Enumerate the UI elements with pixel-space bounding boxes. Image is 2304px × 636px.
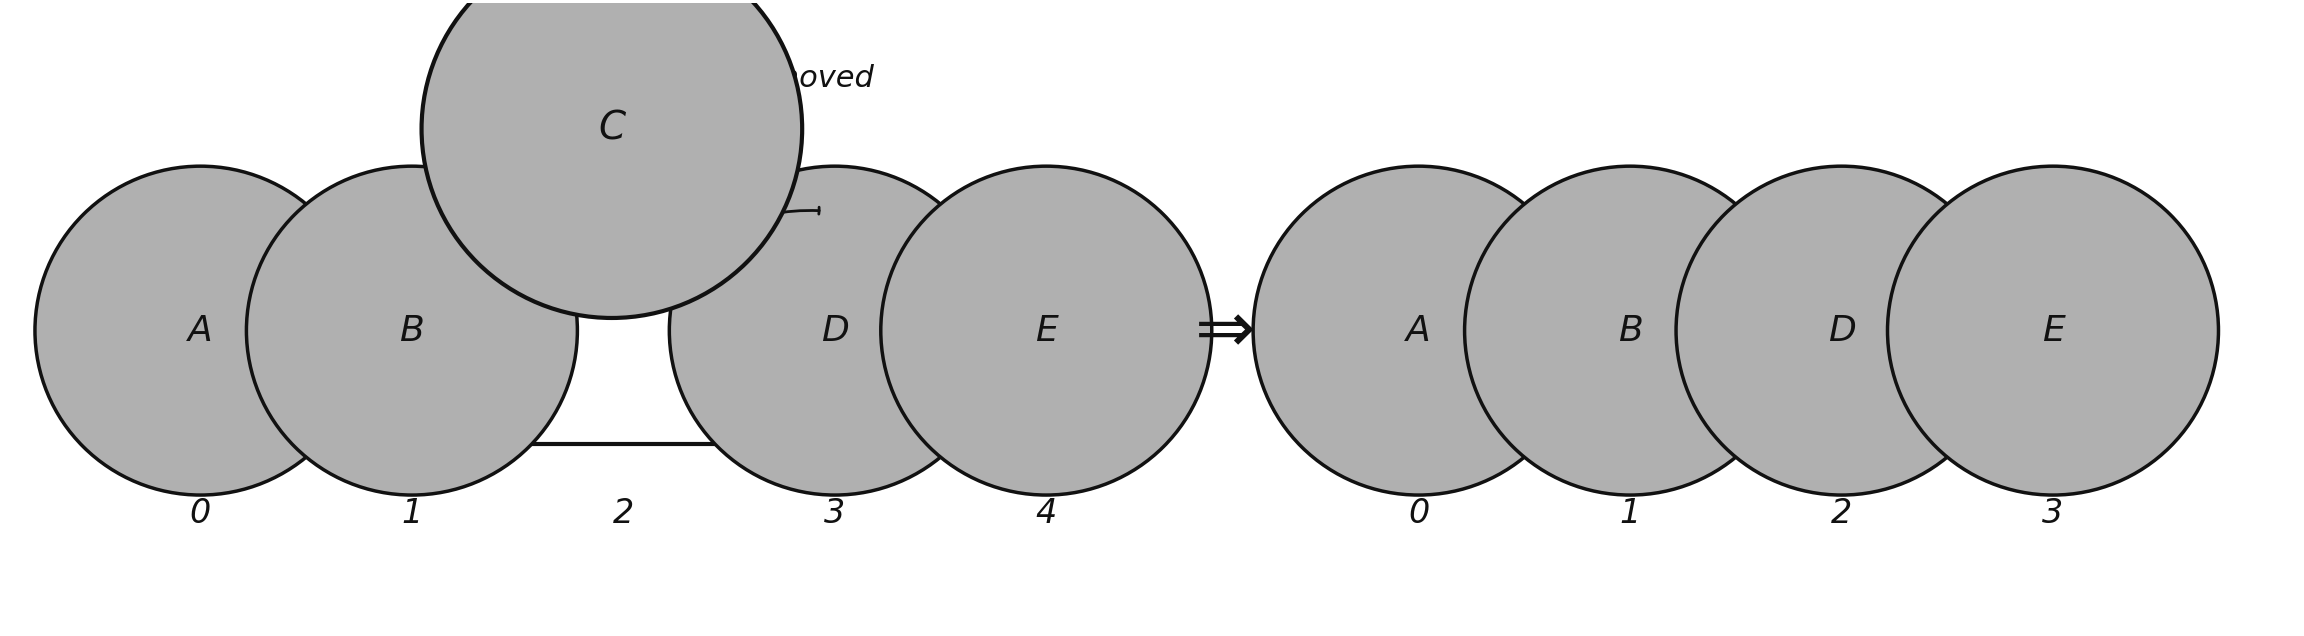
Text: E: E (2041, 314, 2064, 348)
Text: D: D (1827, 314, 1855, 348)
Ellipse shape (1675, 166, 2007, 495)
Text: E: E (1034, 314, 1058, 348)
Text: 4: 4 (1034, 497, 1058, 530)
Text: 3: 3 (2041, 497, 2064, 530)
Bar (1313, 217, 2159, 444)
Text: 1: 1 (1620, 497, 1640, 530)
Text: D: D (820, 314, 848, 348)
Text: 3: 3 (825, 497, 846, 530)
Ellipse shape (422, 0, 802, 318)
Ellipse shape (1253, 166, 1585, 495)
Text: B: B (1617, 314, 1643, 348)
Ellipse shape (247, 166, 578, 495)
Text: 0: 0 (189, 497, 212, 530)
Text: $\Rightarrow$: $\Rightarrow$ (1180, 296, 1253, 365)
Text: 2: 2 (1832, 497, 1852, 530)
Ellipse shape (1887, 166, 2219, 495)
Text: 1: 1 (401, 497, 422, 530)
Bar (94, 217, 1152, 444)
Text: A: A (189, 314, 212, 348)
Text: C: C (599, 110, 624, 148)
Ellipse shape (35, 166, 366, 495)
Ellipse shape (1465, 166, 1795, 495)
Text: B: B (399, 314, 424, 348)
Text: 0: 0 (1408, 497, 1428, 530)
Ellipse shape (880, 166, 1212, 495)
Text: 2: 2 (613, 497, 634, 530)
Text: A: A (1405, 314, 1431, 348)
Ellipse shape (670, 166, 1000, 495)
Text: is removed: is removed (703, 64, 873, 93)
